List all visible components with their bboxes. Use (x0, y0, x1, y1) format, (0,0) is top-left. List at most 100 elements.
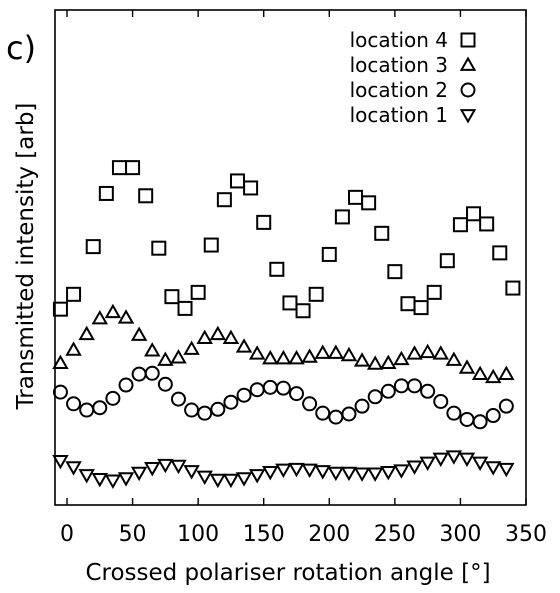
series-location-4 (52, 160, 521, 319)
data-point (197, 405, 213, 421)
data-point (321, 246, 337, 262)
data-point (52, 455, 69, 470)
data-point (420, 383, 436, 399)
x-tick-label: 150 (243, 522, 285, 547)
data-point (393, 378, 409, 394)
data-point (262, 379, 278, 395)
data-points (52, 160, 521, 489)
legend-marker (460, 32, 476, 48)
data-point (446, 405, 462, 421)
data-point (406, 345, 423, 360)
data-point (413, 300, 429, 316)
data-point (92, 400, 108, 416)
data-point (131, 366, 147, 382)
legend-label: location 1 (350, 103, 448, 127)
data-point (353, 467, 371, 482)
data-point (471, 456, 489, 471)
data-point (445, 450, 463, 465)
data-point (65, 341, 82, 356)
data-point (157, 376, 173, 392)
x-tick-label: 100 (177, 522, 219, 547)
data-point (498, 462, 515, 478)
data-point (209, 325, 227, 341)
data-point (52, 301, 68, 317)
data-point (196, 470, 213, 486)
data-point (223, 394, 239, 410)
data-point (340, 466, 358, 482)
data-point (380, 383, 396, 399)
x-tick-label: 200 (308, 522, 350, 547)
x-tick-label: 300 (439, 522, 481, 547)
data-point (327, 344, 345, 359)
data-point (125, 160, 141, 176)
data-point (229, 173, 245, 189)
data-point (308, 286, 324, 302)
data-point (314, 465, 331, 480)
data-point (466, 206, 482, 222)
data-point (452, 217, 468, 233)
data-point (341, 406, 357, 422)
data-point (151, 240, 167, 256)
data-point (458, 359, 476, 374)
data-point (183, 340, 200, 355)
data-point (498, 398, 514, 414)
data-point (393, 350, 410, 366)
data-point (275, 380, 291, 396)
data-point (104, 474, 122, 489)
data-point (445, 351, 463, 366)
data-point (144, 462, 161, 477)
data-point (315, 405, 331, 421)
data-point (327, 466, 345, 482)
data-point (374, 225, 390, 241)
legend-label: location 3 (350, 53, 448, 77)
data-point (52, 354, 69, 370)
data-point (348, 189, 364, 205)
data-point (361, 195, 377, 211)
x-axis-title: Crossed polariser rotation angle [°] (85, 560, 490, 586)
y-axis-title: Transmitted intensity [arb] (13, 103, 39, 411)
data-point (366, 467, 384, 482)
data-point (184, 402, 200, 418)
data-point (269, 261, 285, 277)
data-point (157, 351, 174, 366)
data-point (235, 472, 253, 487)
data-point (367, 389, 383, 405)
data-point (432, 345, 449, 360)
data-point (216, 192, 232, 208)
data-point (210, 401, 226, 417)
data-point (419, 343, 436, 359)
data-point (505, 280, 521, 296)
legend-label: location 2 (350, 78, 448, 102)
data-point (170, 349, 187, 364)
data-point (91, 472, 109, 488)
legend-marker (459, 56, 477, 71)
x-tick-label: 0 (60, 522, 74, 547)
data-point (79, 402, 95, 418)
legend-marker (460, 82, 476, 98)
data-point (387, 264, 403, 280)
data-point (236, 387, 252, 403)
data-point (302, 396, 318, 412)
data-point (144, 342, 161, 357)
data-point (432, 452, 449, 468)
data-point (485, 408, 501, 424)
data-point (91, 310, 109, 325)
data-point (157, 458, 174, 474)
data-point (222, 473, 240, 489)
data-point (289, 386, 304, 402)
x-axis-ticks: 0 50 100 150 200 250 300 350 (60, 522, 547, 547)
series-location-2 (52, 365, 514, 430)
data-point (183, 465, 200, 480)
data-point (380, 465, 397, 481)
data-point (380, 354, 397, 370)
data-point (138, 188, 154, 204)
data-point (282, 295, 298, 311)
data-point (66, 286, 82, 302)
legend-marker (459, 109, 477, 124)
data-point (407, 378, 423, 394)
plot-border (54, 9, 527, 506)
data-point (98, 185, 114, 201)
data-point (484, 461, 502, 476)
